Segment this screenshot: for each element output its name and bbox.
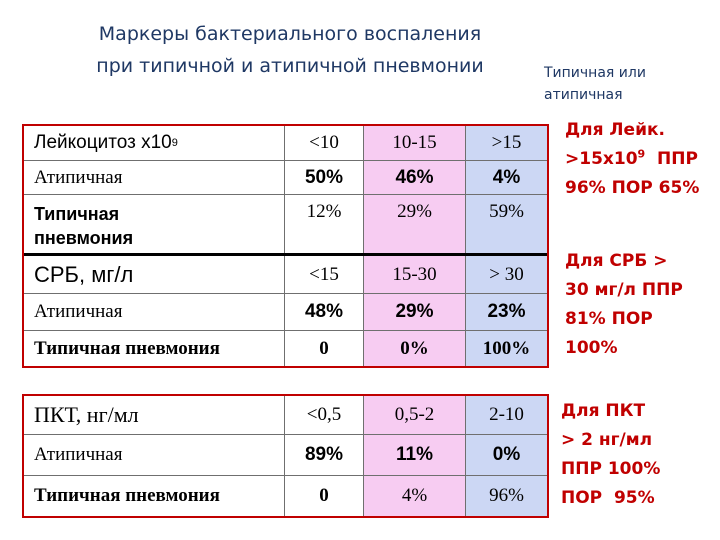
legend-note-line2: атипичная <box>544 87 623 103</box>
pct-typical-mid: 4% <box>363 476 465 516</box>
table-row-crp-typical: Типичная пневмония 0 0% 100% <box>24 331 547 366</box>
note-crp-line2: 30 мг/л ППР <box>565 280 683 300</box>
crp-range-low: <15 <box>284 256 363 293</box>
note-pct-line3: ППР 100% <box>561 459 661 479</box>
pct-typical-low: 0 <box>284 476 363 516</box>
note-crp-line1: Для СРБ > <box>565 251 668 271</box>
table-row-pct-atypical: Атипичная 89% 11% 0% <box>24 435 547 476</box>
crp-atypical-mid: 29% <box>363 294 465 330</box>
leukocytes-range-mid: 10-15 <box>363 126 465 160</box>
row-label-typical-pneumonia: Типичная пневмония <box>34 337 220 359</box>
pct-header-label: ПКТ, нг/мл <box>34 402 139 427</box>
crp-typical-high: 100% <box>465 331 547 366</box>
row-label-atypical: Атипичная <box>34 166 123 188</box>
leukocytes-typical-mid: 29% <box>363 195 465 253</box>
pct-atypical-mid: 11% <box>363 435 465 475</box>
table-row-leukocytes-header: Лейкоцитоз х10 9 <10 10-15 >15 <box>24 126 547 161</box>
leukocytes-header-label: Лейкоцитоз х10 9 <box>34 132 178 153</box>
leukocytes-atypical-low: 50% <box>284 161 363 194</box>
pct-range-low: <0,5 <box>284 396 363 434</box>
note-pct-line4: ПОР 95% <box>561 488 655 508</box>
table-row-crp-atypical: Атипичная 48% 29% 23% <box>24 294 547 331</box>
note-pct-line2: > 2 нг/мл <box>561 430 653 450</box>
crp-range-mid: 15-30 <box>363 256 465 293</box>
note-leukocytes-line2: >15x109 ППР <box>565 147 698 169</box>
leukocytes-typical-low: 12% <box>284 195 363 253</box>
row-label-atypical: Атипичная <box>34 444 123 465</box>
column-highlight-pink <box>363 396 465 516</box>
pct-range-high: 2-10 <box>465 396 547 434</box>
leukocytes-typical-high: 59% <box>465 195 547 253</box>
crp-atypical-low: 48% <box>284 294 363 330</box>
note-leukocytes-line3: 96% ПОР 65% <box>565 178 700 198</box>
legend-note: Типичная или атипичная <box>544 62 704 106</box>
row-label-typical-pneumonia: Типичная пневмония <box>34 485 220 506</box>
pct-atypical-high: 0% <box>465 435 547 475</box>
table-row-leukocytes-atypical: Атипичная 50% 46% 4% <box>24 161 547 195</box>
note-leukocytes: Для Лейк. >15x109 ППР 96% ПОР 65% <box>565 116 699 203</box>
note-pct-line1: Для ПКТ <box>561 401 646 421</box>
crp-atypical-high: 23% <box>465 294 547 330</box>
slide-title: Маркеры бактериального воспаления при ти… <box>60 18 520 82</box>
table-row-crp-header: СРБ, мг/л <15 15-30 > 30 <box>24 256 547 294</box>
leukocytes-atypical-mid: 46% <box>363 161 465 194</box>
pct-range-mid: 0,5-2 <box>363 396 465 434</box>
column-highlight-pink <box>363 126 465 366</box>
pct-atypical-low: 89% <box>284 435 363 475</box>
column-highlight-blue <box>465 396 547 516</box>
note-leukocytes-line1: Для Лейк. <box>565 120 665 140</box>
slide-title-line2: при типичной и атипичной пневмонии <box>96 55 484 77</box>
leukocytes-range-high: >15 <box>465 126 547 160</box>
row-label-atypical: Атипичная <box>34 301 123 322</box>
crp-typical-low: 0 <box>284 331 363 366</box>
note-crp-line3: 81% ПОР <box>565 309 653 329</box>
column-highlight-blue <box>465 126 547 366</box>
note-pct: Для ПКТ > 2 нг/мл ППР 100% ПОР 95% <box>561 397 660 513</box>
table-row-pct-typical: Типичная пневмония 0 4% 96% <box>24 476 547 516</box>
crp-typical-mid: 0% <box>363 331 465 366</box>
legend-note-line1: Типичная или <box>544 65 646 81</box>
crp-range-high: > 30 <box>465 256 547 293</box>
leukocytes-atypical-high: 4% <box>465 161 547 194</box>
note-crp-line4: 100% <box>565 338 618 358</box>
pct-typical-high: 96% <box>465 476 547 516</box>
table-row-leukocytes-typical: Типичная пневмония 12% 29% 59% <box>24 195 547 256</box>
table-pct: ПКТ, нг/мл <0,5 0,5-2 2-10 Атипичная 89%… <box>22 394 549 518</box>
leukocytes-range-low: <10 <box>284 126 363 160</box>
note-crp: Для СРБ > 30 мг/л ППР 81% ПОР 100% <box>565 247 683 363</box>
slide-title-line1: Маркеры бактериального воспаления <box>98 23 482 45</box>
row-label-typical-pneumonia: Типичная пневмония <box>34 204 134 248</box>
crp-header-label: СРБ, мг/л <box>34 261 134 287</box>
table-row-pct-header: ПКТ, нг/мл <0,5 0,5-2 2-10 <box>24 396 547 435</box>
table-leukocytes-crp: Лейкоцитоз х10 9 <10 10-15 >15 Атипичная … <box>22 124 549 368</box>
